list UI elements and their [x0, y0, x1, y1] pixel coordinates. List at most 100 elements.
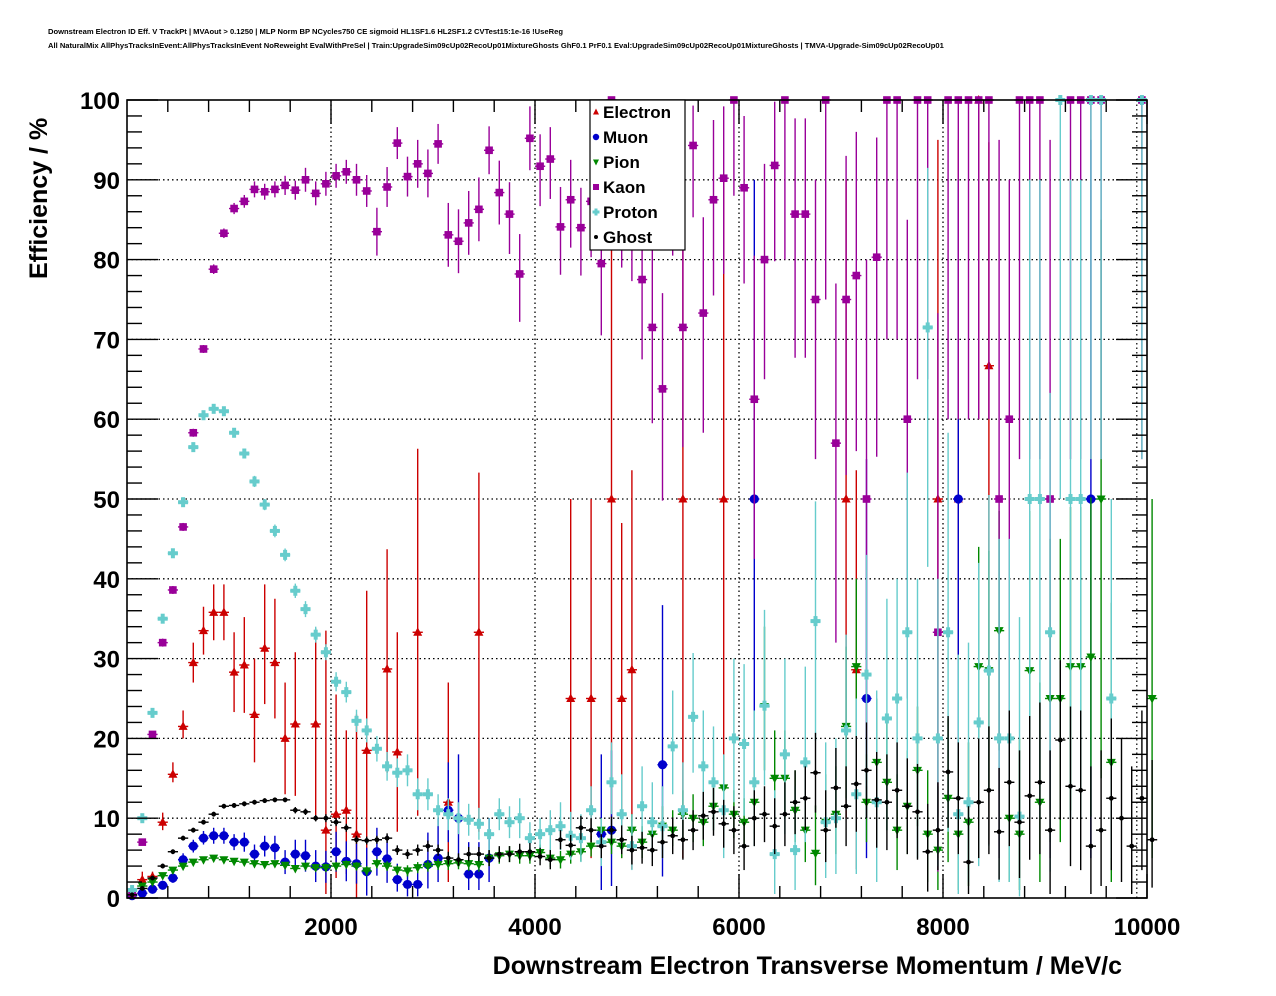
data-point: [361, 866, 372, 876]
marker-square: [352, 176, 361, 184]
data-point: [188, 858, 199, 868]
data-point: [392, 758, 403, 788]
marker-cross-v: [436, 805, 441, 816]
marker-triangle-down: [556, 856, 565, 865]
marker-circle: [198, 833, 209, 843]
data-point: [545, 127, 556, 199]
marker-star: [190, 827, 196, 833]
marker-cross-v: [711, 777, 716, 788]
data-point: [229, 803, 240, 808]
data-point: [259, 499, 270, 511]
marker-star: [1098, 827, 1104, 833]
marker-star: [915, 809, 920, 815]
y-tick-label: 80: [93, 248, 120, 275]
marker-star: [272, 797, 278, 803]
data-point: [820, 96, 831, 300]
marker-triangle-up: [239, 659, 249, 669]
marker-star: [843, 803, 849, 809]
data-point: [331, 818, 342, 827]
data-point: [596, 834, 607, 859]
marker-triangle-up: [841, 494, 851, 503]
data-point: [453, 853, 464, 867]
data-point: [524, 842, 535, 861]
marker-star: [252, 799, 257, 805]
data-point: [514, 798, 525, 839]
marker-star: [415, 847, 421, 853]
marker-cross-v: [701, 761, 706, 772]
marker-triangle-up: [178, 721, 188, 730]
marker-cross-v: [201, 410, 206, 421]
data-point: [361, 175, 372, 207]
data-point: [779, 96, 790, 260]
marker-star: [374, 837, 380, 843]
data-point: [881, 96, 892, 340]
marker-star: [598, 843, 604, 849]
data-point: [249, 799, 260, 805]
marker-triangle-up: [331, 809, 341, 818]
data-point: [320, 644, 331, 661]
data-point: [555, 186, 566, 275]
data-point: [494, 798, 505, 831]
data-point: [167, 762, 178, 783]
marker-star: [496, 851, 502, 857]
data-point: [790, 770, 801, 835]
data-point: [443, 851, 454, 865]
data-point: [565, 499, 576, 859]
data-point: [392, 632, 403, 832]
x-tick-label: 10000: [1114, 914, 1181, 941]
marker-star: [1088, 843, 1094, 849]
marker-star: [1006, 779, 1012, 785]
marker-star: [221, 803, 227, 809]
marker-star: [282, 797, 288, 803]
data-point: [830, 283, 841, 643]
data-point: [392, 127, 403, 160]
marker-circle: [402, 879, 413, 890]
data-point: [749, 790, 760, 847]
marker-square: [250, 185, 259, 194]
data-point: [698, 217, 709, 433]
data-point: [963, 96, 974, 420]
data-point: [351, 709, 362, 733]
marker-star: [731, 827, 737, 833]
marker-cross-v: [589, 805, 594, 816]
marker-cross-v: [650, 817, 655, 828]
data-point: [759, 609, 770, 786]
data-point: [249, 658, 260, 763]
data-point: [688, 653, 699, 773]
marker-square: [556, 223, 565, 231]
data-point: [280, 797, 291, 803]
data-point: [157, 613, 168, 624]
marker-square: [464, 219, 473, 227]
data-point: [249, 860, 260, 869]
marker-triangle-down: [270, 860, 280, 869]
marker-triangle-up: [627, 664, 637, 674]
marker-square: [709, 195, 718, 204]
data-point: [983, 726, 994, 855]
marker-cross-v: [364, 725, 369, 736]
marker-star: [292, 807, 298, 813]
marker-cross-v: [997, 733, 1002, 744]
data-point: [147, 884, 158, 894]
marker-cross-v: [476, 818, 481, 829]
data-point: [239, 448, 250, 459]
data-point: [208, 854, 219, 864]
marker-cross-v: [344, 687, 349, 698]
data-point: [361, 718, 372, 743]
marker-square: [260, 187, 269, 196]
data-point: [320, 814, 331, 823]
data-point: [341, 823, 352, 832]
y-axis-title: Efficiency / %: [25, 118, 53, 279]
data-point: [739, 664, 750, 816]
data-point: [290, 583, 301, 598]
marker-circle: [260, 841, 270, 851]
data-point: [341, 860, 352, 870]
marker-triangle-down: [229, 857, 239, 867]
marker-triangle-down: [474, 860, 484, 870]
data-point: [371, 207, 382, 256]
marker-star: [384, 835, 390, 841]
marker-cross-v: [242, 448, 247, 459]
data-point: [728, 806, 739, 855]
marker-star: [456, 857, 461, 863]
data-point: [300, 808, 311, 816]
data-point: [1085, 95, 1096, 460]
